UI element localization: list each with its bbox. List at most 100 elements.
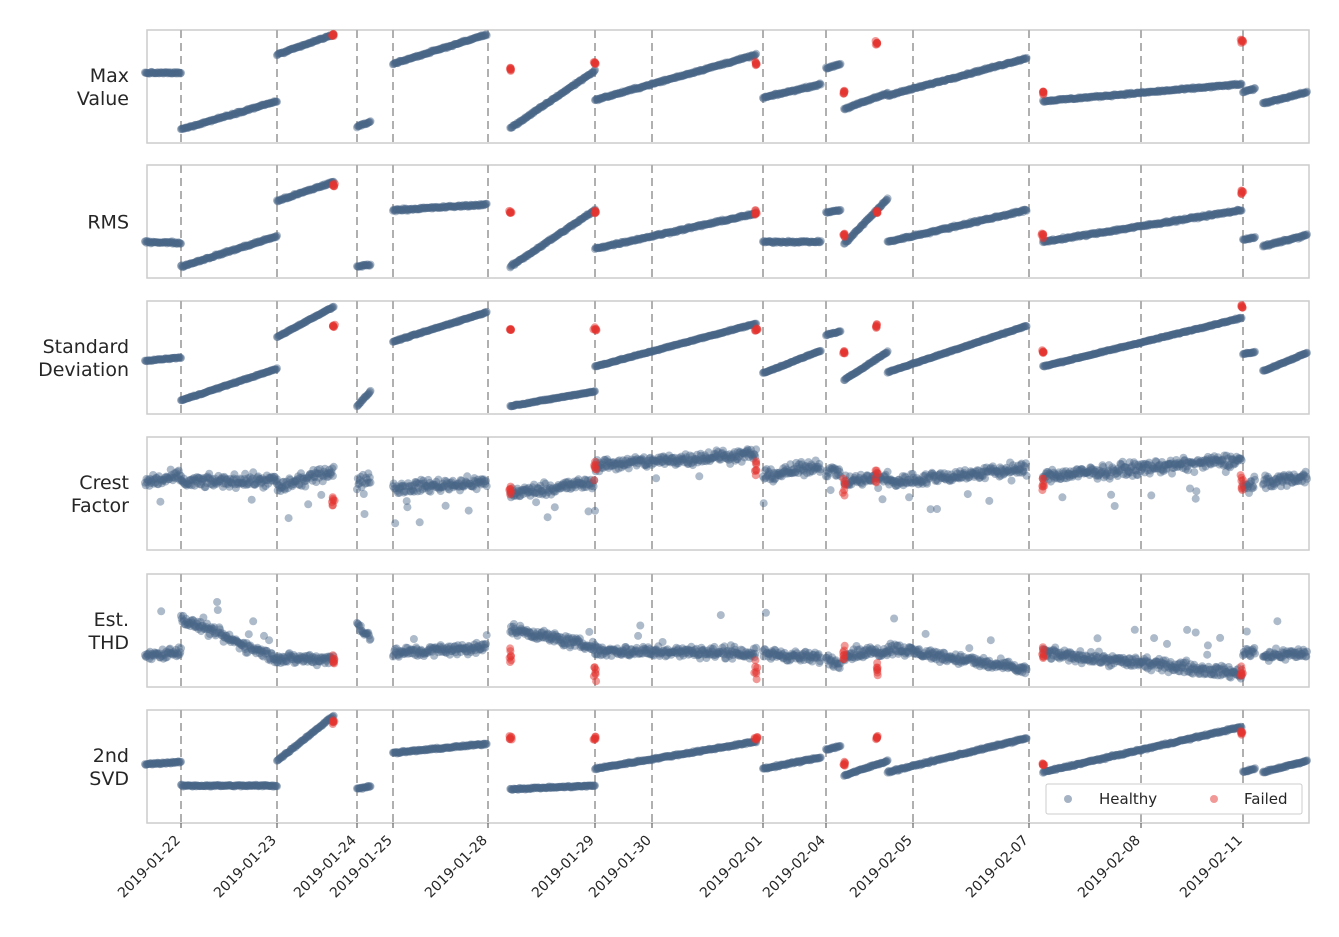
healthy-point	[312, 36, 321, 45]
healthy-point	[430, 46, 439, 55]
healthy-point	[667, 74, 676, 83]
healthy-point	[313, 36, 322, 45]
healthy-point	[620, 87, 629, 96]
healthy-point	[516, 117, 525, 125]
healthy-point	[164, 68, 173, 77]
healthy-point	[366, 478, 375, 487]
failed-point	[1238, 303, 1247, 312]
healthy-point	[574, 78, 583, 87]
healthy-point	[708, 62, 717, 71]
healthy-point	[514, 118, 523, 127]
healthy-point	[401, 55, 410, 64]
healthy-point	[650, 79, 659, 88]
healthy-point	[464, 36, 473, 45]
healthy-point	[461, 37, 470, 46]
healthy-point	[214, 113, 223, 122]
healthy-point	[420, 50, 429, 59]
healthy-point	[563, 85, 571, 94]
healthy-point	[154, 68, 163, 77]
healthy-point	[220, 112, 229, 121]
healthy-point	[621, 87, 630, 96]
failed-point	[505, 206, 514, 215]
healthy-point	[281, 47, 289, 56]
healthy-point	[724, 58, 733, 67]
healthy-point	[234, 107, 243, 116]
healthy-point	[567, 82, 576, 91]
healthy-point	[420, 50, 428, 59]
healthy-point	[425, 49, 434, 58]
healthy-point	[284, 45, 293, 54]
healthy-point	[178, 124, 187, 133]
healthy-point	[532, 106, 541, 115]
healthy-point	[210, 116, 219, 124]
healthy-point	[176, 69, 185, 78]
healthy-point	[445, 41, 454, 50]
healthy-point	[524, 111, 533, 120]
healthy-point	[596, 93, 605, 102]
healthy-point	[519, 114, 528, 123]
healthy-point	[197, 120, 206, 129]
healthy-point	[1251, 233, 1259, 241]
healthy-point	[678, 71, 687, 80]
healthy-point	[576, 76, 585, 85]
healthy-point	[151, 69, 160, 78]
healthy-point	[155, 69, 163, 78]
healthy-point	[158, 68, 167, 77]
healthy-point	[412, 52, 421, 61]
healthy-point	[147, 67, 156, 76]
healthy-point	[591, 96, 599, 105]
healthy-point	[652, 78, 661, 87]
healthy-point	[360, 119, 369, 128]
healthy-point	[507, 123, 516, 132]
healthy-point	[196, 119, 205, 128]
healthy-point	[703, 64, 712, 73]
healthy-point	[451, 40, 460, 49]
healthy-point	[248, 104, 257, 113]
healthy-point	[182, 123, 191, 132]
healthy-point	[531, 107, 540, 116]
healthy-point	[537, 102, 546, 111]
healthy-point	[703, 64, 712, 73]
healthy-point	[436, 45, 445, 54]
healthy-point	[414, 51, 423, 60]
healthy-point	[581, 73, 590, 82]
healthy-point	[682, 70, 691, 79]
healthy-point	[186, 122, 195, 131]
healthy-point	[256, 101, 265, 110]
healthy-point	[318, 34, 326, 43]
healthy-point	[719, 60, 727, 69]
healthy-point	[273, 50, 282, 59]
healthy-point	[409, 53, 418, 62]
healthy-point	[161, 68, 170, 77]
healthy-point	[295, 42, 304, 51]
healthy-point	[365, 118, 374, 127]
healthy-point	[168, 69, 177, 78]
healthy-point	[626, 86, 635, 95]
healthy-point	[634, 84, 643, 93]
healthy-point	[698, 66, 707, 74]
healthy-point	[355, 121, 364, 130]
healthy-point	[591, 96, 600, 105]
healthy-point	[310, 37, 319, 46]
healthy-point	[1022, 53, 1031, 62]
healthy-point	[244, 105, 253, 114]
healthy-point	[662, 75, 671, 84]
healthy-point	[542, 98, 551, 107]
healthy-point	[417, 50, 426, 59]
healthy-point	[365, 118, 373, 127]
healthy-point	[160, 68, 169, 77]
healthy-point	[672, 72, 681, 81]
healthy-point	[545, 98, 554, 107]
healthy-point	[289, 45, 298, 54]
healthy-point	[191, 120, 200, 129]
healthy-point	[673, 72, 681, 81]
healthy-point	[588, 68, 597, 77]
healthy-point	[666, 74, 675, 83]
healthy-point	[391, 519, 400, 528]
healthy-point	[160, 68, 169, 77]
healthy-point	[469, 35, 477, 44]
healthy-point	[535, 104, 543, 113]
healthy-point	[167, 69, 176, 78]
healthy-point	[317, 490, 326, 499]
healthy-point	[598, 93, 607, 102]
